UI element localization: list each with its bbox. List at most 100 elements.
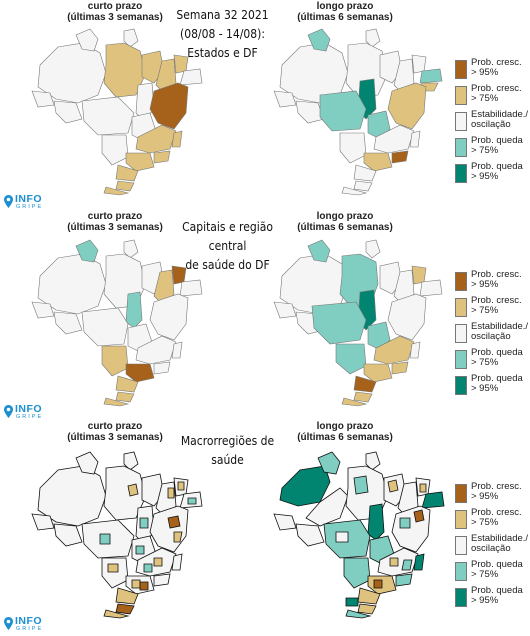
legend-item-strong-down: Prob. queda > 95% <box>455 374 527 398</box>
region-bahia <box>149 293 189 341</box>
region-rs <box>341 186 368 196</box>
legend-item-down: Prob. queda > 75% <box>455 348 527 372</box>
legend-item-down: Prob. queda > 75% <box>455 560 527 584</box>
region-sp <box>363 152 393 172</box>
legend-swatch <box>455 138 467 157</box>
region-es <box>409 341 421 359</box>
region-ms <box>101 134 129 166</box>
region-rj <box>153 150 171 164</box>
region-sp <box>363 363 393 383</box>
region-acre <box>31 301 55 319</box>
legend-swatch <box>455 60 467 79</box>
region-ceara <box>411 54 427 74</box>
map-macroregions-short-term <box>31 451 203 619</box>
region-para <box>103 42 147 98</box>
region-parana <box>353 164 377 182</box>
region-mg <box>135 335 177 365</box>
region-tocantins <box>125 291 143 329</box>
legend-swatch <box>455 562 467 581</box>
region-sc <box>115 180 135 192</box>
map-states-long-term <box>273 28 443 196</box>
region-sp <box>125 363 155 383</box>
region-rn-pb-pe <box>179 279 203 297</box>
region-roraima <box>307 239 331 263</box>
map-capitals-short-term <box>31 239 203 407</box>
legend-item-down: Prob. queda > 75% <box>455 136 527 160</box>
region-rj <box>391 361 409 375</box>
region-sp <box>125 152 155 172</box>
section1-right-title: longo prazo (últimas 6 semanas) <box>297 1 393 23</box>
region-ceara <box>171 265 187 285</box>
region-amapa <box>365 239 381 259</box>
region-roraima <box>75 28 99 52</box>
region-rj <box>153 361 171 375</box>
legend-swatch <box>455 112 467 131</box>
region-acre <box>31 90 55 108</box>
infogripe-logo: INFO GRIPE <box>4 404 48 422</box>
region-acre <box>273 90 297 108</box>
map-capitals-long-term <box>273 239 443 407</box>
region-parana <box>353 375 377 393</box>
legend-swatch <box>455 86 467 105</box>
region-mg <box>373 335 415 365</box>
legend-swatch <box>455 510 467 529</box>
region-bahia <box>387 293 427 341</box>
region-es <box>171 130 183 148</box>
section1-left-title: curto prazo (últimas 3 semanas) <box>67 1 163 23</box>
legend-item-stable: Estabilidade./oscilação <box>455 534 528 558</box>
legend-item-up: Prob. cresc. > 75% <box>455 84 527 108</box>
region-sc <box>353 391 373 403</box>
section3-left-title: curto prazo (últimas 3 semanas) <box>67 421 163 443</box>
region-parana <box>115 375 139 393</box>
legend-item-stable: Estabilidade./oscilação <box>455 322 528 346</box>
legend-item-strong-down: Prob. queda > 95% <box>455 162 527 186</box>
region-roraima <box>307 28 331 52</box>
legend-item-stable: Estabilidade./oscilação <box>455 110 528 134</box>
region-ms <box>101 345 129 377</box>
region-mg <box>135 124 177 154</box>
legend-swatch <box>455 376 467 395</box>
region-es <box>409 130 421 148</box>
legend-section1: Prob. cresc. > 95% Prob. cresc. > 75% Esta… <box>455 58 528 188</box>
legend-section3: Prob. cresc. > 95% Prob. cresc. > 75% Esta… <box>455 482 528 612</box>
region-rj <box>391 150 409 164</box>
region-rn-pb-pe <box>179 68 203 86</box>
region-sc <box>115 391 135 403</box>
section2-right-title: longo prazo (últimas 6 semanas) <box>297 211 393 233</box>
map-pin-icon <box>4 405 13 418</box>
region-ms <box>339 132 367 164</box>
section2-center-title: Capitais e região central de saúde do DF <box>182 220 273 272</box>
region-mato-grosso <box>81 307 129 347</box>
region-rn-pb-pe <box>419 279 443 297</box>
map-macroregions-long-term <box>273 451 445 619</box>
section3-center-title: Macrorregiões de saúde <box>180 434 275 467</box>
region-rondonia <box>295 100 325 124</box>
legend-swatch <box>455 164 467 183</box>
legend-swatch <box>455 588 467 607</box>
region-rondonia <box>53 311 83 335</box>
legend-item-strong-up: Prob. cresc. > 95% <box>455 58 527 82</box>
region-rondonia <box>53 100 83 124</box>
region-mato-grosso <box>311 301 367 345</box>
map-pin-icon <box>4 617 13 630</box>
infogripe-logo: INFO GRIPE <box>4 616 48 634</box>
region-ceara <box>173 54 189 74</box>
region-mg <box>373 124 415 154</box>
region-rs <box>103 397 130 407</box>
map-pin-icon <box>4 195 13 208</box>
legend-swatch <box>455 484 467 503</box>
legend-item-strong-up: Prob. cresc. > 95% <box>455 482 527 506</box>
legend-item-strong-down: Prob. queda > 95% <box>455 586 527 610</box>
region-acre <box>273 301 297 319</box>
region-rs <box>341 397 368 407</box>
region-es <box>171 341 183 359</box>
region-ms <box>335 343 367 375</box>
region-ceara <box>411 265 427 285</box>
legend-section2: Prob. cresc. > 95% Prob. cresc. > 75% Esta… <box>455 270 528 400</box>
region-amapa <box>123 239 139 259</box>
region-roraima <box>75 239 99 263</box>
map-states-short-term <box>31 28 203 196</box>
infogripe-logo: INFO GRIPE <box>4 194 48 212</box>
section2-left-title: curto prazo (últimas 3 semanas) <box>67 211 163 233</box>
region-sc <box>353 180 373 192</box>
